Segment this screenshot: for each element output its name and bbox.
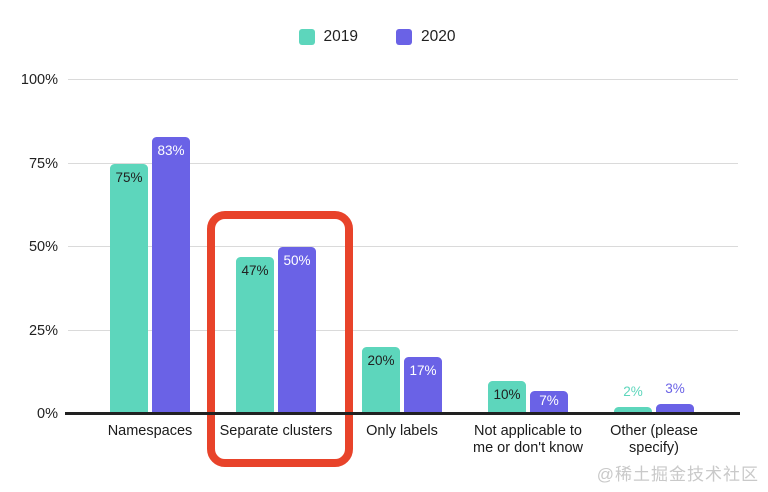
legend-swatch-icon — [396, 29, 412, 45]
x-axis-label-3: Only labels — [366, 423, 438, 439]
legend-item-2020: 2020 — [396, 28, 455, 46]
bar-2019-5: 2% — [614, 384, 652, 414]
gridline-75 — [68, 162, 738, 164]
bar-value-label: 50% — [283, 253, 311, 268]
y-tick-label-25: 25% — [28, 322, 58, 339]
bar-2020-3: 17% — [404, 357, 442, 414]
plot-area: 75% 83% 47% 50% 20% 17% 10% 7% 2% 3% — [65, 79, 740, 467]
bar-2019-3: 20% — [362, 347, 400, 414]
bar-value-label: 83% — [157, 142, 185, 158]
gridline-25 — [68, 329, 738, 331]
watermark: @稀土掘金技术社区 — [596, 465, 759, 484]
bar-value-label: 3% — [665, 380, 685, 396]
bar-value-label: 7% — [539, 392, 559, 408]
x-axis-label-2: Separate clusters — [219, 423, 333, 439]
x-axis-labels: Namespaces Separate clusters Only labels No… — [87, 423, 717, 457]
bar-2020-5: 3% — [656, 381, 694, 414]
y-tick-label-50: 50% — [28, 239, 58, 255]
legend-item-2019: 2019 — [298, 28, 358, 46]
bar-2019-1: 75% — [110, 163, 148, 414]
bar-group-5: 2% 3% — [591, 80, 717, 414]
bar-value-label: 2% — [623, 384, 643, 400]
x-axis-label-5: Other (please specify) — [610, 423, 698, 457]
x-axis-line — [65, 412, 740, 415]
bar-value-label: 20% — [367, 353, 395, 369]
gridline-100 — [68, 79, 738, 80]
bar-value-label: 10% — [493, 386, 521, 402]
y-tick-label-100: 100% — [20, 72, 58, 88]
bar-group-2: 47% 50% — [207, 80, 353, 467]
legend-label: 2019 — [323, 28, 358, 45]
bar-value-label: 47% — [241, 263, 269, 279]
bar-groups: 75% 83% 47% 50% 20% 17% 10% 7% 2% 3% — [87, 80, 717, 467]
bar-2020-4: 7% — [530, 390, 568, 414]
x-axis-label-1: Namespaces — [107, 423, 193, 439]
gridline-50 — [68, 246, 738, 247]
bar-group-1: 75% 83% — [87, 80, 213, 414]
y-tick-label-75: 75% — [28, 155, 58, 172]
bar-2020-1: 83% — [152, 136, 190, 414]
x-axis-label-4: Not applicable to me or don't know — [473, 423, 583, 457]
chart-legend: 2019 2020 — [0, 28, 754, 46]
y-axis-labels: 0% 25% 50% 75% 100% — [0, 72, 58, 422]
bar-2020-2: 50% — [278, 247, 316, 414]
bar-value-label: 75% — [115, 169, 143, 185]
y-tick-label-0: 0% — [37, 406, 58, 422]
bar-group-4: 10% 7% — [465, 80, 591, 414]
legend-swatch-icon — [298, 29, 315, 45]
bar-2019-4: 10% — [488, 380, 526, 414]
bar-value-label: 17% — [409, 363, 437, 379]
bar-2019-2: 47% — [236, 257, 274, 414]
bar-group-3: 20% 17% — [339, 80, 465, 414]
legend-label: 2020 — [421, 28, 456, 45]
